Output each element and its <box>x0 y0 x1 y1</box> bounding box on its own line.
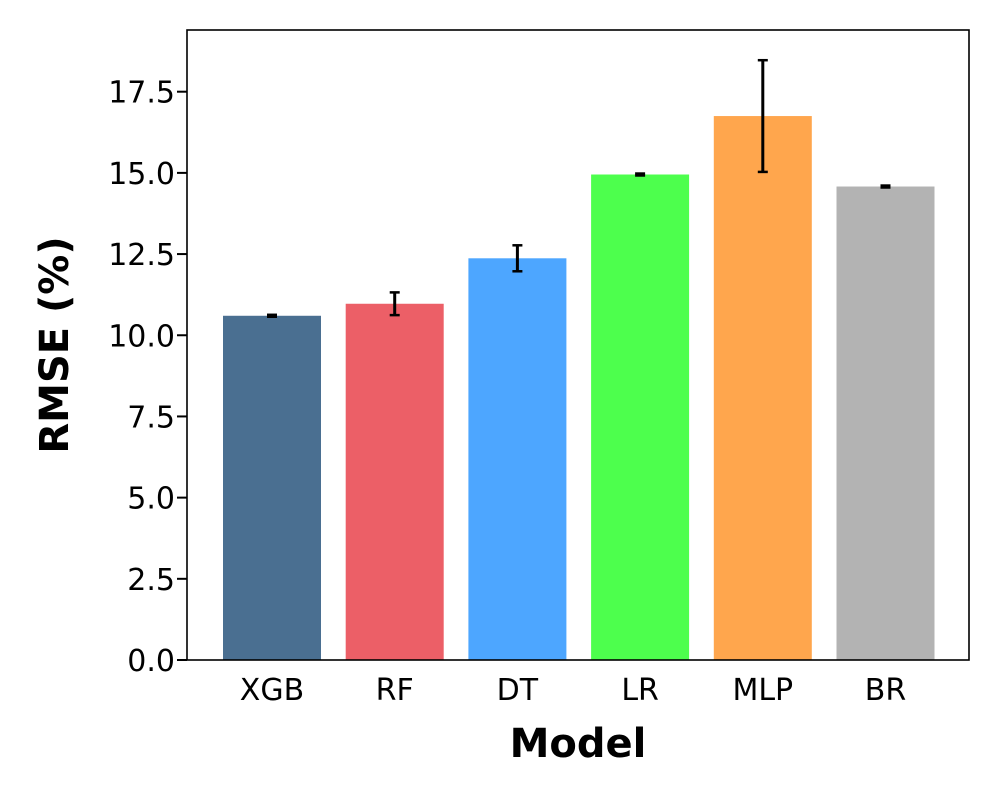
bar-rf <box>345 303 444 660</box>
y-tick-label: 2.5 <box>127 563 175 598</box>
y-tick-label: 17.5 <box>108 76 175 111</box>
x-tick-label-mlp: MLP <box>732 673 793 708</box>
y-tick-label: 7.5 <box>127 400 175 435</box>
bar-xgb <box>223 315 321 660</box>
bar-dt <box>468 258 567 660</box>
error-bar-rf <box>389 291 400 317</box>
y-axis-ticks: 0.0 2.5 5.0 7.5 10.0 12.5 15.0 17.5 <box>108 76 187 679</box>
bar-br <box>836 186 935 661</box>
y-tick-label: 15.0 <box>108 157 175 192</box>
error-bar-xgb <box>267 313 277 318</box>
y-tick-label: 0.0 <box>127 644 175 679</box>
x-tick-label-xgb: XGB <box>240 673 304 708</box>
plot-frame <box>186 29 970 661</box>
x-axis-title: Model <box>510 721 647 767</box>
y-tick-label: 5.0 <box>127 482 175 517</box>
x-axis-ticks: XGB RF DT LR MLP BR <box>240 673 906 708</box>
y-tick-label: 12.5 <box>108 238 175 273</box>
y-axis-title: RMSE (%) <box>32 236 78 453</box>
x-tick-label-dt: DT <box>497 673 539 708</box>
error-bar-lr <box>635 172 646 177</box>
error-bar-br <box>880 184 891 189</box>
bar-mlp <box>713 116 812 660</box>
y-tick-label: 10.0 <box>108 319 175 354</box>
error-bar-dt <box>512 244 523 273</box>
x-tick-label-rf: RF <box>376 673 414 708</box>
error-bars-group <box>267 58 891 318</box>
error-bar-mlp <box>757 58 768 174</box>
bar-lr <box>591 174 690 660</box>
x-tick-label-lr: LR <box>621 673 659 708</box>
bars-group <box>223 116 935 661</box>
x-tick-label-br: BR <box>865 673 906 708</box>
